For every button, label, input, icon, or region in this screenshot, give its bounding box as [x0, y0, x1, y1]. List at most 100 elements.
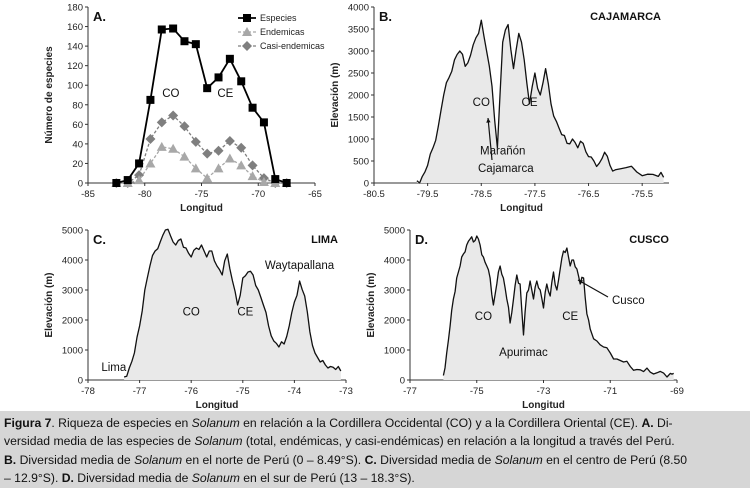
- chart-panel-b: -80.5 -79.5 -78.5 -77.5 -76.5 -75.5 0 500 1000 15…: [330, 3, 669, 214]
- data-point: [225, 54, 234, 63]
- elevation-profile-line: [123, 228, 342, 378]
- elevation-fill: [124, 229, 341, 380]
- annotation-arrow: [577, 279, 609, 298]
- x-tick-label: -76.5: [578, 189, 600, 200]
- panel-label: B.: [379, 9, 392, 24]
- data-point: [145, 134, 156, 144]
- x-axis-label: Longitud: [500, 203, 543, 214]
- caption-text: en el sur de Perú (13 – 18.3°S).: [239, 470, 415, 485]
- data-point: [179, 151, 190, 161]
- x-tick-label: -71: [603, 386, 617, 397]
- data-point: [156, 117, 167, 128]
- caption-genus: Solanum: [494, 452, 543, 467]
- caption-text: en relación a la Cordillera Occidental (…: [239, 416, 642, 430]
- data-point: [247, 160, 258, 171]
- data-point: [202, 148, 213, 159]
- x-tick-label: -78: [81, 386, 95, 397]
- data-point: [156, 141, 167, 151]
- elevation-profile-line: [416, 19, 665, 184]
- legend-label: Endemicas: [260, 27, 305, 37]
- region-label: CE: [522, 97, 538, 109]
- x-tick-label: -74: [288, 386, 302, 397]
- legend: Especies Endemicas Casi-endemicas: [238, 13, 325, 51]
- y-tick-label: 4000: [62, 256, 83, 267]
- annotation-arrow: [487, 117, 493, 161]
- data-point: [145, 158, 156, 168]
- y-axis-label: Elevación (m): [44, 272, 55, 337]
- y-tick-label: 1000: [384, 346, 405, 357]
- annotation-label: Waytapallana: [265, 260, 335, 272]
- panel-title: CUSCO: [629, 234, 669, 246]
- region-label: CE: [562, 311, 578, 323]
- caption-line-1: Figura 7. Riqueza de especies en Solanum…: [4, 414, 744, 432]
- series-line: [116, 114, 287, 184]
- data-point: [242, 27, 252, 36]
- y-tick-label: 500: [353, 157, 369, 168]
- y-tick-label: 0: [400, 376, 405, 387]
- caption-line-2: versidad media de las especies de Solanu…: [4, 432, 744, 450]
- y-axis-label: Elevación (m): [366, 272, 377, 337]
- data-point: [146, 95, 155, 104]
- region-label: CO: [473, 97, 490, 109]
- x-tick-label: -77: [133, 386, 147, 397]
- y-tick-label: 40: [72, 139, 83, 150]
- y-tick-label: 2500: [348, 69, 369, 80]
- caption-text: – 12.9°S).: [4, 470, 62, 485]
- data-point: [112, 179, 121, 187]
- data-point: [191, 40, 200, 49]
- data-point: [179, 121, 190, 132]
- x-tick-label: -77: [403, 386, 417, 397]
- data-point: [242, 41, 252, 51]
- annotation-label: Cusco: [612, 295, 645, 307]
- region-label: CE: [237, 307, 253, 319]
- data-point: [123, 176, 132, 185]
- y-tick-label: 160: [67, 22, 83, 33]
- region-label: CO: [162, 88, 179, 100]
- caption-line-3: B. Diversidad media de Solanum en el nor…: [4, 451, 744, 469]
- y-tick-label: 2000: [384, 316, 405, 327]
- y-tick-label: 0: [364, 179, 369, 190]
- data-point: [237, 77, 246, 86]
- elevation-fill: [416, 20, 664, 184]
- x-tick-label: -73: [537, 386, 551, 397]
- series-line: [116, 27, 287, 184]
- x-axis-label: Longitud: [196, 400, 239, 410]
- data-point: [282, 179, 291, 187]
- caption-panel-ref: A.: [641, 416, 654, 430]
- y-tick-label: 3000: [384, 286, 405, 297]
- series-line: [116, 146, 287, 184]
- x-tick-label: -75.5: [631, 189, 653, 200]
- data-point: [224, 153, 235, 163]
- data-point: [214, 73, 223, 82]
- figure: -85 -80 -75 -70 -65 0 20 40 60 80 100 120 140 160 180 L…: [44, 2, 684, 412]
- caption-genus: Solanum: [191, 416, 240, 430]
- data-point: [134, 175, 145, 185]
- y-tick-label: 60: [72, 120, 83, 131]
- caption-line-4: – 12.9°S). D. Diversidad media de Solanu…: [4, 469, 744, 487]
- legend-label: Especies: [260, 13, 297, 23]
- data-point: [169, 24, 178, 33]
- y-tick-label: 0: [78, 179, 83, 190]
- x-tick-label: -75: [470, 386, 484, 397]
- y-tick-label: 3000: [348, 47, 369, 58]
- figure-panels: -85 -80 -75 -70 -65 0 20 40 60 80 100 120 140 160 180 L…: [44, 3, 684, 412]
- caption-panel-ref: D.: [61, 470, 74, 485]
- data-point: [213, 163, 224, 173]
- data-point: [258, 177, 269, 187]
- figure-caption: Figura 7. Riqueza de especies en Solanum…: [0, 411, 750, 488]
- y-tick-label: 140: [67, 42, 83, 53]
- x-tick-label: -76: [184, 386, 198, 397]
- data-point: [259, 118, 268, 127]
- data-point: [271, 175, 280, 184]
- region-label: CO: [183, 307, 200, 319]
- annotation-label: Lima: [101, 362, 127, 374]
- x-tick-label: -73: [339, 386, 353, 397]
- x-tick-label: -79.5: [417, 189, 439, 200]
- x-tick-label: -70: [251, 189, 265, 200]
- y-tick-label: 1000: [348, 135, 369, 146]
- elevation-profile-line: [442, 235, 674, 378]
- caption-genus: Solanum: [194, 434, 243, 449]
- caption-text: Diversidad media de: [16, 452, 135, 467]
- caption-panel-ref: C.: [364, 452, 377, 467]
- annotation-label: Cajamarca: [478, 163, 534, 175]
